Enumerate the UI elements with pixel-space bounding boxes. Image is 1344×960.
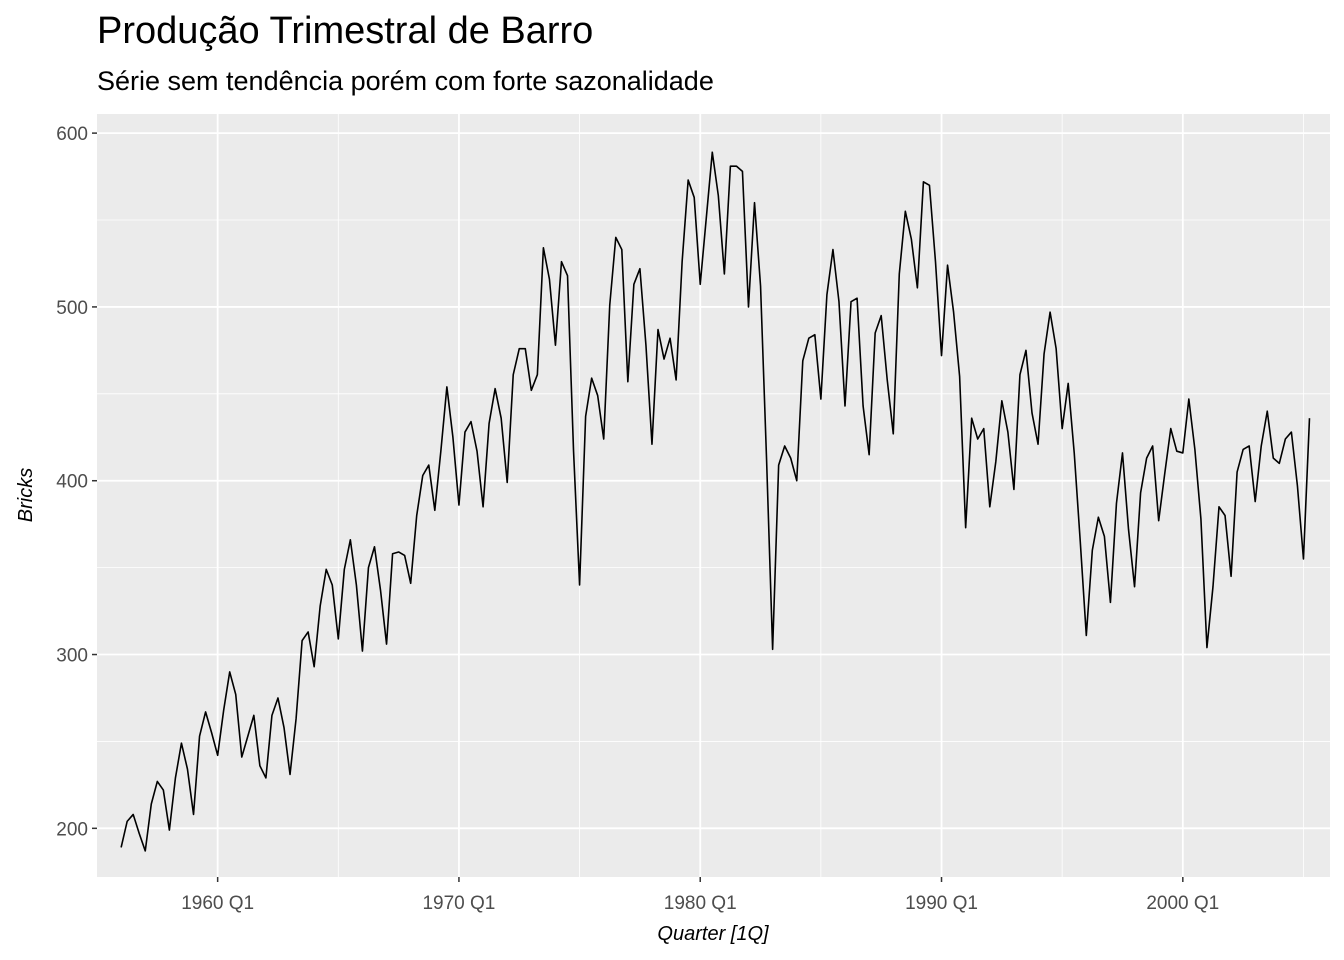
x-tick-label: 1960 Q1: [181, 893, 254, 914]
x-tick-label: 1980 Q1: [664, 893, 737, 914]
chart-title: Produção Trimestral de Barro: [97, 10, 594, 52]
y-tick-label: 400: [56, 472, 88, 493]
y-axis: 200 300 400 500 600: [56, 124, 97, 840]
x-tick-label: 1970 Q1: [422, 893, 495, 914]
y-tick-label: 300: [56, 646, 88, 667]
x-axis: 1960 Q1 1970 Q1 1980 Q1 1990 Q1 2000 Q1: [181, 877, 1219, 914]
chart-subtitle: Série sem tendência porém com forte sazo…: [97, 66, 714, 96]
x-tick-label: 1990 Q1: [905, 893, 978, 914]
plot-panel: [97, 114, 1330, 877]
x-axis-title: Quarter [1Q]: [657, 923, 769, 945]
y-tick-label: 200: [56, 819, 88, 840]
y-tick-label: 500: [56, 298, 88, 319]
y-tick-label: 600: [56, 124, 88, 145]
y-axis-title: Bricks: [15, 468, 37, 522]
series-line: [120, 151, 1311, 852]
grid-minor: [97, 114, 1330, 877]
x-tick-label: 2000 Q1: [1146, 893, 1219, 914]
